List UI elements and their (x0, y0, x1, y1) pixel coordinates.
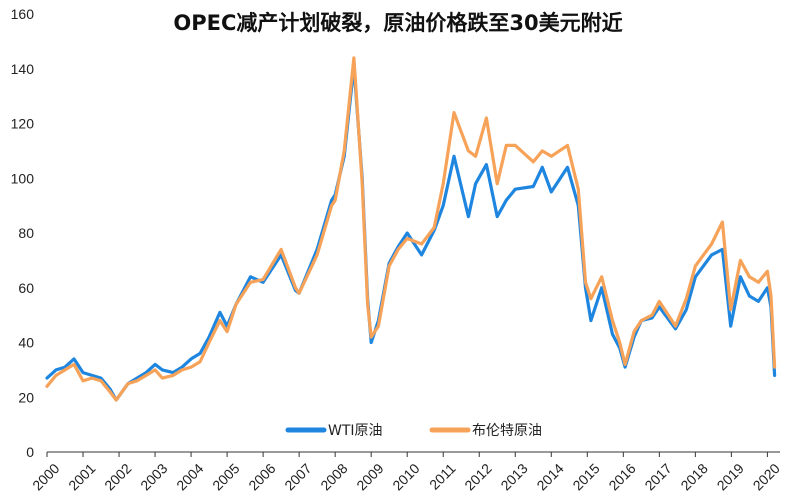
x-tick-label: 2018 (677, 460, 710, 493)
y-tick-label: 120 (11, 116, 35, 132)
x-tick-label: 2002 (101, 460, 134, 493)
series-line-wti (45, 64, 777, 402)
x-tick-label: 2006 (245, 460, 278, 493)
x-tick-label: 2000 (29, 460, 62, 493)
x-tick-label: 2017 (641, 460, 674, 493)
x-tick-label: 2011 (426, 460, 459, 493)
x-tick-label: 2008 (317, 460, 350, 493)
plot-area (45, 56, 777, 402)
x-tick-label: 2012 (461, 460, 494, 493)
x-axis-ticks: 2000 2001 2002 2003 2004 2005 2006 2007 2008 2009… (29, 452, 783, 494)
x-tick-label: 2007 (281, 460, 314, 493)
chart-title: OPEC减产计划破裂，原油价格跌至30美元附近 (173, 11, 622, 35)
y-tick-label: 40 (18, 335, 34, 351)
y-tick-label: 100 (11, 170, 35, 186)
x-tick-label: 2014 (533, 460, 566, 493)
x-tick-label: 2001 (65, 460, 98, 493)
x-tick-label: 2004 (173, 460, 206, 493)
x-tick-label: 2020 (750, 460, 783, 493)
legend-label-brent: 布伦特原油 (472, 423, 542, 439)
y-tick-label: 160 (11, 6, 35, 22)
y-tick-label: 60 (18, 280, 34, 296)
x-tick-label: 2013 (497, 460, 530, 493)
x-tick-label: 2016 (605, 460, 638, 493)
x-tick-label: 2005 (209, 460, 242, 493)
x-tick-label: 2010 (389, 460, 422, 493)
x-tick-label: 2009 (353, 460, 386, 493)
x-tick-label: 2003 (137, 460, 170, 493)
x-tick-label: 2015 (569, 460, 602, 493)
x-tick-label: 2019 (714, 460, 747, 493)
y-tick-label: 140 (11, 61, 35, 77)
y-axis-ticks: 0 20 40 60 80 100 120 140 160 (11, 6, 35, 460)
y-tick-label: 80 (18, 225, 34, 241)
y-tick-label: 0 (26, 444, 34, 460)
series-line-brent (45, 56, 777, 402)
legend-label-wti: WTI原油 (328, 423, 383, 439)
y-tick-label: 20 (18, 389, 34, 405)
legend: WTI原油 布伦特原油 (285, 423, 542, 439)
